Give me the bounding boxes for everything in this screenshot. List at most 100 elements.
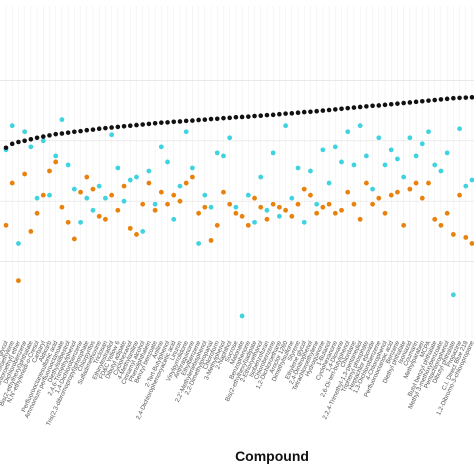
point-cyan (382, 162, 388, 168)
point-orange (432, 216, 438, 222)
point-cyan (438, 168, 444, 174)
point-black (314, 108, 319, 114)
point-cyan (395, 156, 400, 162)
point-black (53, 131, 59, 137)
point-orange (221, 189, 226, 195)
point-cyan (388, 147, 394, 153)
x-axis-title: Compound (235, 448, 309, 464)
point-black (370, 103, 375, 109)
point-cyan (121, 198, 127, 204)
point-orange (59, 204, 65, 210)
grid (0, 6, 474, 338)
point-black (333, 107, 338, 112)
point-black (326, 107, 332, 113)
point-orange (382, 210, 388, 216)
point-cyan (40, 138, 46, 144)
point-black (121, 124, 127, 129)
point-orange (438, 222, 444, 228)
point-orange (320, 204, 326, 210)
point-cyan (463, 183, 469, 189)
point-black (457, 95, 462, 101)
point-black (395, 101, 400, 106)
point-cyan (171, 216, 177, 222)
point-cyan (370, 186, 375, 192)
point-cyan (134, 174, 139, 180)
point-black (171, 119, 177, 125)
point-black (351, 105, 357, 110)
point-orange (22, 171, 28, 177)
point-orange (196, 210, 202, 216)
point-black (190, 118, 195, 123)
point-cyan (140, 229, 146, 234)
point-cyan (245, 192, 251, 198)
point-cyan (345, 129, 351, 135)
data-points (3, 95, 474, 319)
point-orange (276, 204, 282, 210)
point-orange (426, 180, 431, 186)
point-orange (357, 216, 363, 222)
point-orange (227, 201, 233, 207)
point-orange (444, 210, 450, 216)
point-black (227, 115, 232, 121)
point-orange (401, 222, 407, 228)
point-orange (3, 222, 9, 228)
point-cyan (239, 313, 245, 319)
point-black (196, 117, 201, 123)
point-orange (127, 225, 133, 231)
point-black (9, 141, 15, 147)
point-orange (158, 189, 164, 195)
point-black (65, 130, 71, 135)
point-orange (233, 210, 239, 216)
point-black (345, 105, 351, 111)
point-black (40, 134, 46, 139)
point-orange (413, 180, 419, 186)
point-black (221, 115, 226, 121)
point-orange (450, 232, 456, 237)
point-cyan (457, 126, 462, 132)
point-orange (9, 180, 15, 186)
point-cyan (165, 159, 170, 165)
point-cyan (339, 159, 344, 165)
point-black (246, 114, 251, 119)
point-cyan (252, 219, 257, 225)
point-black (146, 121, 152, 127)
point-black (152, 120, 158, 126)
point-cyan (450, 292, 456, 298)
point-cyan (127, 177, 133, 183)
point-orange (419, 195, 425, 201)
point-cyan (158, 144, 164, 150)
point-orange (388, 192, 394, 198)
point-orange (283, 207, 288, 213)
point-black (103, 125, 108, 131)
point-black (301, 109, 307, 115)
point-black (426, 98, 431, 103)
point-orange (395, 189, 400, 195)
point-black (308, 109, 313, 115)
point-cyan (16, 241, 21, 246)
point-black (239, 114, 245, 120)
point-black (3, 145, 9, 151)
point-cyan (152, 201, 158, 207)
point-orange (407, 186, 413, 192)
point-cyan (351, 162, 357, 168)
point-black (72, 129, 77, 135)
x-tick-labels: Butyl glycolTrichloroethyleneBis(2-chlor… (0, 339, 474, 427)
point-cyan (22, 129, 28, 135)
point-black (177, 119, 183, 124)
point-black (407, 100, 413, 105)
point-cyan (363, 153, 369, 159)
point-black (419, 98, 425, 104)
point-orange (214, 222, 220, 228)
point-orange (252, 195, 257, 201)
point-orange (339, 207, 344, 213)
point-black (115, 124, 121, 130)
point-cyan (28, 144, 34, 150)
point-cyan (214, 150, 220, 156)
point-cyan (308, 168, 313, 174)
point-cyan (419, 141, 425, 147)
point-cyan (9, 123, 15, 129)
point-black (258, 113, 264, 119)
point-black (444, 96, 450, 102)
point-black (34, 135, 40, 141)
